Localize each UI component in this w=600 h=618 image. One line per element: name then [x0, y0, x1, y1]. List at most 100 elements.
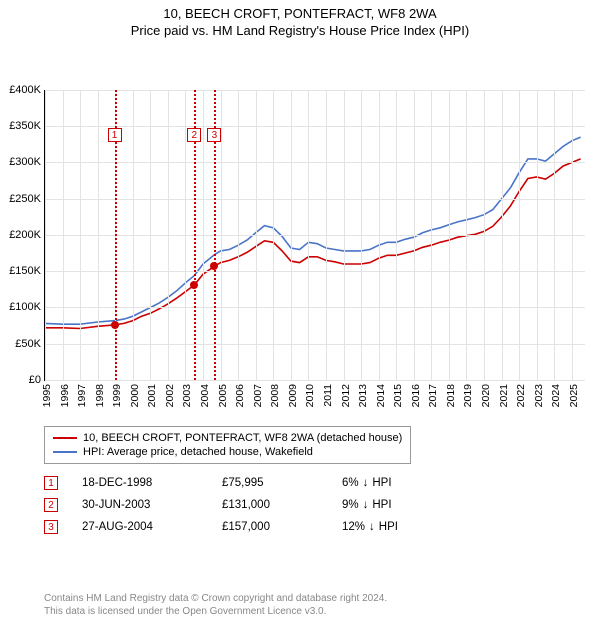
- sale-marker-dot: [190, 281, 198, 289]
- sale-row-diff: 6% ↓HPI: [342, 477, 392, 489]
- footer-line2: This data is licensed under the Open Gov…: [44, 605, 387, 618]
- grid-vertical: [396, 90, 397, 380]
- grid-vertical: [168, 90, 169, 380]
- y-axis-label: £50K: [15, 338, 45, 350]
- sale-marker-number: 1: [108, 128, 122, 142]
- x-axis-label: 1997: [76, 384, 88, 407]
- grid-horizontal: [45, 235, 585, 236]
- x-axis-label: 2001: [146, 384, 158, 407]
- grid-vertical: [291, 90, 292, 380]
- x-axis-label: 2003: [181, 384, 193, 407]
- grid-vertical: [256, 90, 257, 380]
- x-axis-label: 2013: [357, 384, 369, 407]
- title-address: 10, BEECH CROFT, PONTEFRACT, WF8 2WA: [0, 6, 600, 23]
- grid-vertical: [466, 90, 467, 380]
- grid-vertical: [63, 90, 64, 380]
- sale-row-diff-pct: 12%: [342, 521, 365, 533]
- arrow-down-icon: ↓: [363, 499, 369, 511]
- x-axis-label: 2011: [322, 384, 334, 407]
- grid-vertical: [361, 90, 362, 380]
- x-axis-label: 2010: [304, 384, 316, 407]
- sale-marker-number: 2: [187, 128, 201, 142]
- sale-row-diff-label: HPI: [379, 521, 398, 533]
- sale-row: 230-JUN-2003£131,0009%↓HPI: [44, 494, 398, 516]
- legend-swatch: [53, 437, 77, 439]
- sale-row-diff-pct: 6%: [342, 477, 359, 489]
- grid-vertical: [45, 90, 46, 380]
- sale-row-diff: 12%↓HPI: [342, 521, 398, 533]
- grid-vertical: [273, 90, 274, 380]
- x-axis-label: 2005: [217, 384, 229, 407]
- grid-vertical: [344, 90, 345, 380]
- grid-vertical: [431, 90, 432, 380]
- grid-vertical: [572, 90, 573, 380]
- x-axis-label: 1998: [94, 384, 106, 407]
- y-axis-label: £100K: [9, 301, 45, 313]
- legend-label: 10, BEECH CROFT, PONTEFRACT, WF8 2WA (de…: [83, 432, 402, 444]
- sale-row: 1 18-DEC-1998£75,9956% ↓HPI: [44, 472, 398, 494]
- sale-row-diff-label: HPI: [372, 477, 391, 489]
- grid-vertical: [537, 90, 538, 380]
- grid-vertical: [133, 90, 134, 380]
- grid-vertical: [238, 90, 239, 380]
- grid-vertical: [326, 90, 327, 380]
- legend-label: HPI: Average price, detached house, Wake…: [83, 446, 313, 458]
- y-axis-label: £200K: [9, 229, 45, 241]
- license-footer: Contains HM Land Registry data © Crown c…: [44, 592, 387, 618]
- legend-swatch: [53, 451, 77, 453]
- sale-row-price: £75,995: [222, 477, 342, 489]
- footer-line1: Contains HM Land Registry data © Crown c…: [44, 592, 387, 605]
- sale-marker-dot: [210, 262, 218, 270]
- sale-marker-number: 3: [207, 128, 221, 142]
- sale-row-price: £157,000: [222, 521, 342, 533]
- y-axis-label: £350K: [9, 120, 45, 132]
- grid-vertical: [203, 90, 204, 380]
- y-axis-label: £250K: [9, 193, 45, 205]
- x-axis-label: 2015: [392, 384, 404, 407]
- x-axis-label: 2007: [252, 384, 264, 407]
- grid-vertical: [80, 90, 81, 380]
- sale-row-date: 27-AUG-2004: [82, 521, 222, 533]
- grid-vertical: [554, 90, 555, 380]
- x-axis-label: 2018: [445, 384, 457, 407]
- y-axis-label: £150K: [9, 265, 45, 277]
- arrow-down-icon: ↓: [363, 477, 369, 489]
- sale-row: 3 27-AUG-2004£157,00012%↓HPI: [44, 516, 398, 538]
- grid-horizontal: [45, 380, 585, 381]
- x-axis-label: 2017: [427, 384, 439, 407]
- x-axis-label: 2019: [462, 384, 474, 407]
- x-axis-label: 2021: [498, 384, 510, 407]
- sale-row-number: 1: [44, 476, 58, 490]
- legend-item: 10, BEECH CROFT, PONTEFRACT, WF8 2WA (de…: [53, 431, 402, 445]
- grid-vertical: [414, 90, 415, 380]
- sale-row-date: 30-JUN-2003: [82, 499, 222, 511]
- sale-row-diff-label: HPI: [372, 499, 391, 511]
- x-axis-label: 2008: [269, 384, 281, 407]
- grid-vertical: [379, 90, 380, 380]
- grid-vertical: [308, 90, 309, 380]
- x-axis-label: 2022: [515, 384, 527, 407]
- legend: 10, BEECH CROFT, PONTEFRACT, WF8 2WA (de…: [44, 426, 411, 464]
- sale-row-diff-pct: 9%: [342, 499, 359, 511]
- sale-row-price: £131,000: [222, 499, 342, 511]
- x-axis-label: 2000: [129, 384, 141, 407]
- grid-horizontal: [45, 162, 585, 163]
- sale-row-date: 18-DEC-1998: [82, 477, 222, 489]
- grid-horizontal: [45, 90, 585, 91]
- x-axis-label: 2002: [164, 384, 176, 407]
- x-axis-label: 1995: [41, 384, 53, 407]
- sales-table: 118-DEC-1998£75,9956%↓HPI230-JUN-2003£13…: [44, 472, 398, 538]
- x-axis-label: 2014: [375, 384, 387, 407]
- grid-horizontal: [45, 307, 585, 308]
- sale-row-number: 3: [44, 520, 58, 534]
- grid-vertical: [519, 90, 520, 380]
- x-axis-label: 2023: [533, 384, 545, 407]
- x-axis-label: 2009: [287, 384, 299, 407]
- grid-horizontal: [45, 271, 585, 272]
- title-subtitle: Price paid vs. HM Land Registry's House …: [0, 23, 600, 40]
- grid-horizontal: [45, 199, 585, 200]
- grid-vertical: [449, 90, 450, 380]
- x-axis-label: 1999: [111, 384, 123, 407]
- x-axis-label: 2012: [340, 384, 352, 407]
- sale-marker-dot: [111, 321, 119, 329]
